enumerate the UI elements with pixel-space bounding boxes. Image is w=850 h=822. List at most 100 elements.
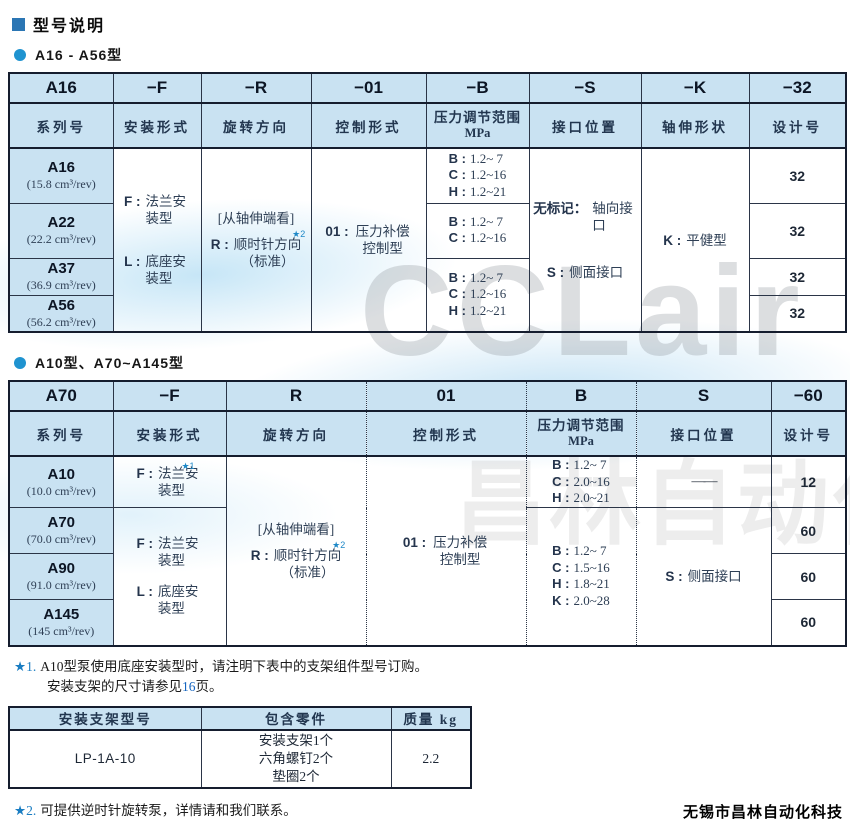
t1-cell-rotation: [从轴伸端看] ★2 R : 顺时针方向 （标准） <box>200 147 312 333</box>
t1-design-a56: 32 <box>748 294 847 333</box>
t2-pressure-rest: B :1.2~ 7 C :1.5~16 H :1.8~21 K :2.0~28 <box>525 507 637 646</box>
t1-design-a22: 32 <box>748 202 847 259</box>
t2-code-control: 01 <box>365 380 527 412</box>
pressure-line: B :1.2~ 7 <box>448 150 504 166</box>
t2-design-a145: 60 <box>770 599 847 646</box>
t2-label-control: 控制形式 <box>365 410 527 457</box>
t1-cell-control: 01 : 压力补偿 控制型 <box>310 147 427 333</box>
footnote-2: ★2. 可提供逆时针旋转泵，详情请和我们联系。 <box>14 802 297 818</box>
t1-code-shaft: −K <box>640 72 750 104</box>
pressure-line: B :1.2~ 7 <box>552 457 607 472</box>
t2-code-design: −60 <box>770 380 847 412</box>
footnote-mark-2: ★2 <box>292 229 306 239</box>
t2-series-a70: A70 (70.0 cm³/rev) <box>8 507 114 554</box>
page-title: 型号说明 <box>33 18 106 35</box>
blue-dot-icon <box>14 357 26 369</box>
t2-label-mounting: 安装形式 <box>112 410 227 457</box>
bracket-header-weight: 质量 kg <box>390 706 472 731</box>
t1-pressure-a16: B :1.2~ 7 C :1.2~16 H :1.2~21 <box>425 147 530 204</box>
section2-title: A10型、A70~A145型 <box>35 355 185 371</box>
t2-code-mounting: −F <box>112 380 227 412</box>
t2-label-row: 系列号 安装形式 旋转方向 控制形式 压力调节范围 MPa 接口位置 设计号 <box>8 410 847 457</box>
t1-label-control: 控制形式 <box>310 102 427 149</box>
page-title-row: 型号说明 <box>12 12 845 36</box>
pressure-lines: B :1.2~ 7 C :1.5~16 H :1.8~21 K :2.0~28 <box>552 543 610 609</box>
footnote-2-mark: ★2. <box>14 802 37 818</box>
t1-pressure-a22: B :1.2~ 7 C :1.2~16 <box>425 202 530 259</box>
bracket-model: LP-1A-10 <box>8 729 202 788</box>
t1-code-row: A16 −F −R −01 −B −S −K −32 <box>8 72 847 104</box>
t1-code-control: −01 <box>310 72 427 104</box>
t2-pressure-a10: B :1.2~ 7 C :2.0~16 H :2.0~21 <box>525 455 637 508</box>
section1-title: A16 - A56型 <box>35 47 123 63</box>
t1-row-a37: A37 (36.9 cm³/rev) B :1.2~ 7 C :1.2~16 H… <box>8 257 847 333</box>
t2-series-a145: A145 (145 cm³/rev) <box>8 599 114 646</box>
bracket-weight: 2.2 <box>390 729 472 788</box>
table-a16-a56: A16 −F −R −01 −B −S −K −32 系列号 安装形式 旋转方向… <box>8 72 847 333</box>
t1-label-mounting: 安装形式 <box>112 102 202 149</box>
t2-port-a10: —— <box>635 455 772 508</box>
pressure-line: C :1.5~16 <box>552 559 610 575</box>
pressure-line: B :1.2~ 7 <box>448 269 504 285</box>
footnote-1: ★1. A10型泵使用底座安装型时，请注明下表中的支架组件型号订购。 安装支架的尺… <box>14 658 428 694</box>
pressure-line: B :1.2~ 7 <box>552 543 607 558</box>
t1-series-a16: A16 (15.8 cm³/rev) <box>8 147 114 204</box>
t2-label-design: 设计号 <box>770 410 847 457</box>
pressure-lines: B :1.2~ 7 C :1.2~16 <box>449 214 507 247</box>
t1-code-design: −32 <box>748 72 847 104</box>
t2-design-a10: 12 <box>770 455 847 508</box>
t2-label-pressure: 压力调节范围 MPa <box>525 410 637 457</box>
t2-design-a90: 60 <box>770 553 847 600</box>
t2-code-series: A70 <box>8 380 114 412</box>
t1-design-a37: 32 <box>748 257 847 296</box>
t2-series-a90: A90 (91.0 cm³/rev) <box>8 553 114 600</box>
t1-code-port: −S <box>528 72 642 104</box>
t1-cell-mounting: F : 法兰安装型 L : 底座安装型 <box>112 147 202 333</box>
t1-design-a16: 32 <box>748 147 847 204</box>
page-16-link[interactable]: 16 <box>182 678 196 694</box>
footnote-1-mark: ★1. <box>14 658 37 674</box>
t1-pressure-a37-a56: B :1.2~ 7 C :1.2~16 H :1.2~21 <box>425 257 530 333</box>
t1-label-row: 系列号 安装形式 旋转方向 控制形式 压力调节范围 MPa 接口位置 轴伸形状 … <box>8 102 847 149</box>
t1-series-a22: A22 (22.2 cm³/rev) <box>8 202 114 259</box>
bracket-header-parts: 包含零件 <box>200 706 392 731</box>
section1-title-row: A16 - A56型 <box>14 45 845 65</box>
pressure-line: C :2.0~16 <box>552 473 610 489</box>
bracket-data-row: LP-1A-10 安装支架1个 六角螺钉2个 垫圈2个 2.2 <box>8 729 472 788</box>
pressure-line: H :1.2~21 <box>448 302 507 318</box>
t2-row-a90: A90 (91.0 cm³/rev) 60 <box>8 553 847 600</box>
t2-mounting-rest: F : 法兰安装型 L : 底座安装型 <box>112 507 227 646</box>
t2-design-a70: 60 <box>770 507 847 554</box>
bracket-header-row: 安装支架型号 包含零件 质量 kg <box>8 706 472 731</box>
t2-code-pressure: B <box>525 380 637 412</box>
t1-series-a56: A56 (56.2 cm³/rev) <box>8 294 114 333</box>
bracket-parts: 安装支架1个 六角螺钉2个 垫圈2个 <box>200 729 392 788</box>
footnote-mark-1: ★1 <box>181 461 195 471</box>
t2-cell-rotation: [从轴伸端看] ★2 R : 顺时针方向 （标准） <box>225 455 367 646</box>
t2-mounting-a10: ★1 F : 法兰安装型 <box>112 455 227 508</box>
t2-row-a10: A10 (10.0 cm³/rev) ★1 F : 法兰安装型 [从轴伸端看] <box>8 455 847 646</box>
t1-cell-port: 无标记： 轴向接口 S : 侧面接口 <box>528 147 642 333</box>
t2-label-rotation: 旋转方向 <box>225 410 367 457</box>
footnote-mark-2: ★2 <box>332 539 346 550</box>
pressure-line: K :2.0~28 <box>552 592 610 608</box>
t2-label-port: 接口位置 <box>635 410 772 457</box>
t1-label-shaft: 轴伸形状 <box>640 102 750 149</box>
t1-code-mounting: −F <box>112 72 202 104</box>
pressure-line: H :1.8~21 <box>552 576 610 591</box>
pressure-line: C :1.2~16 <box>448 167 507 183</box>
t1-row-a16: A16 (15.8 cm³/rev) F : 法兰安装型 L : 底座安装型 [从轴… <box>8 147 847 333</box>
section2-title-row: A10型、A70~A145型 <box>14 353 845 373</box>
bottom-row: ★2. 可提供逆时针旋转泵，详情请和我们联系。 无锡市昌林自动化科技 <box>14 801 843 822</box>
t2-row-a145: A145 (145 cm³/rev) 60 <box>8 599 847 646</box>
table-a10-a70-a145: A70 −F R 01 B S −60 系列号 安装形式 旋转方向 控制形式 压… <box>8 380 847 647</box>
t1-code-pressure: −B <box>425 72 530 104</box>
t1-label-port: 接口位置 <box>528 102 642 149</box>
pressure-lines: B :1.2~ 7 C :1.2~16 H :1.2~21 <box>449 270 507 320</box>
company-name: 无锡市昌林自动化科技 <box>682 803 843 821</box>
t2-row-a70: A70 (70.0 cm³/rev) F : 法兰安装型 L : 底座安装型 B :… <box>8 507 847 646</box>
t2-port-rest: S : 侧面接口 <box>635 507 772 646</box>
pressure-lines: B :1.2~ 7 C :2.0~16 H :2.0~21 <box>552 457 610 507</box>
catalog-page: CCLair 昌林自动化 型号说明 A16 - A56型 A16 −F −R −… <box>0 12 850 821</box>
pressure-line: H :1.2~21 <box>448 183 507 199</box>
